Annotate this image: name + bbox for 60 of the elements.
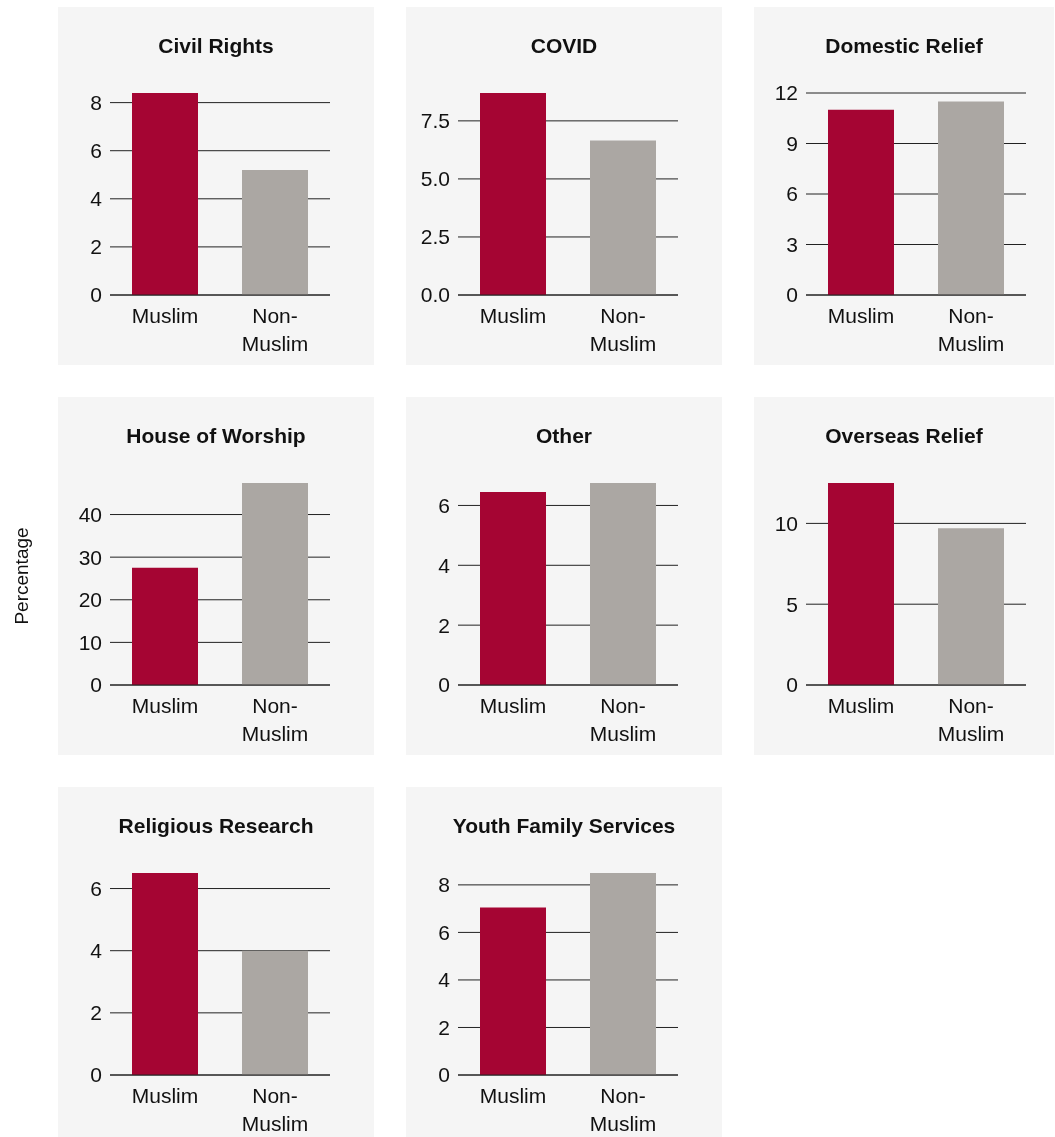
y-tick-label: 10 xyxy=(774,511,798,535)
y-tick-label: 2 xyxy=(438,1015,450,1039)
y-tick-label: 9 xyxy=(786,131,798,155)
x-tick-label: Non-Muslim xyxy=(241,1084,309,1135)
chart-title: House of Worship xyxy=(125,424,307,448)
x-tick-label: Muslim xyxy=(827,304,895,327)
y-tick-label: 40 xyxy=(78,502,102,526)
y-tick-label: 0 xyxy=(786,673,798,697)
y-tick-label: 4 xyxy=(90,939,103,963)
y-tick-label: 8 xyxy=(438,873,450,897)
y-tick-label: 2.5 xyxy=(420,225,450,249)
x-tick-label: Muslim xyxy=(479,1084,547,1107)
y-tick-label: 6 xyxy=(438,920,450,944)
y-tick-label: 2 xyxy=(90,1001,102,1025)
chart-title: Youth Family Services xyxy=(451,814,677,838)
x-tick-label: Non-Muslim xyxy=(241,304,309,355)
y-tick-label: 4 xyxy=(438,553,451,577)
y-tick-label: 12 xyxy=(774,81,798,105)
x-tick-label: Muslim xyxy=(131,304,199,327)
y-tick-label: 0 xyxy=(90,283,102,307)
x-tick-label: Non-Muslim xyxy=(241,694,309,745)
chart-title: Religious Research xyxy=(117,814,315,838)
chart-title: Other xyxy=(535,424,593,448)
y-tick-label: 7.5 xyxy=(420,109,450,133)
chart-title: Domestic Relief xyxy=(824,34,984,58)
y-tick-label: 6 xyxy=(90,139,102,163)
chart-title: COVID xyxy=(529,34,599,58)
y-axis-title: Percentage xyxy=(11,527,33,625)
y-tick-label: 20 xyxy=(78,588,102,612)
x-tick-label: Muslim xyxy=(827,694,895,717)
y-tick-label: 2 xyxy=(90,235,102,259)
x-tick-label: Non-Muslim xyxy=(589,304,657,355)
y-tick-label: 4 xyxy=(90,187,103,211)
y-tick-label: 0 xyxy=(90,1063,102,1087)
y-tick-label: 0 xyxy=(786,283,798,307)
x-tick-label: Non-Muslim xyxy=(589,694,657,745)
y-tick-label: 5 xyxy=(786,592,798,616)
y-tick-label: 0 xyxy=(438,673,450,697)
x-tick-label: Muslim xyxy=(131,694,199,717)
y-tick-label: 0.0 xyxy=(420,283,450,307)
y-tick-label: 0 xyxy=(438,1063,450,1087)
x-tick-label: Muslim xyxy=(479,304,547,327)
x-tick-label: Muslim xyxy=(131,1084,199,1107)
y-tick-label: 5.0 xyxy=(420,167,450,191)
y-tick-label: 6 xyxy=(786,182,798,206)
y-tick-label: 3 xyxy=(786,232,798,256)
chart-title: Overseas Relief xyxy=(824,424,984,448)
x-tick-label: Non-Muslim xyxy=(937,304,1005,355)
y-tick-label: 30 xyxy=(78,545,102,569)
y-tick-label: 10 xyxy=(78,630,102,654)
x-tick-label: Non-Muslim xyxy=(589,1084,657,1135)
chart-title: Civil Rights xyxy=(157,34,275,58)
x-tick-label: Non-Muslim xyxy=(937,694,1005,745)
y-tick-label: 0 xyxy=(90,673,102,697)
y-tick-label: 6 xyxy=(90,876,102,900)
y-tick-label: 2 xyxy=(438,613,450,637)
y-tick-label: 6 xyxy=(438,493,450,517)
y-tick-label: 8 xyxy=(90,91,102,115)
y-tick-label: 4 xyxy=(438,968,451,992)
x-tick-label: Muslim xyxy=(479,694,547,717)
